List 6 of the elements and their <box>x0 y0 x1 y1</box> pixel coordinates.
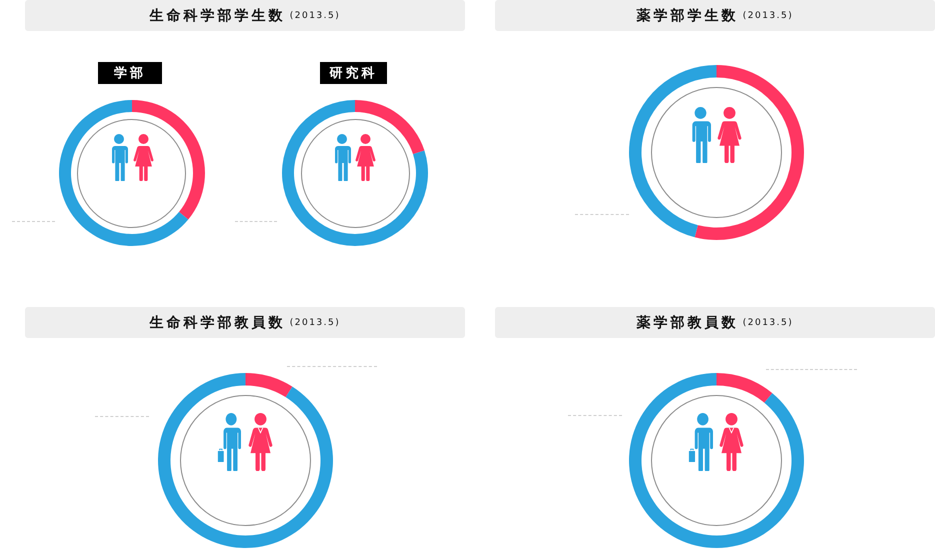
chart-title: 生命科学部教員数 (2013.5) <box>150 314 340 332</box>
chart-title: 薬学部学生数 (2013.5) <box>636 6 794 24</box>
text: 生命科学部学生数 (2013.5) <box>150 6 340 24</box>
chart-title: 薬学部教員数 (2013.5) <box>636 314 794 332</box>
chart-subtitle: 学部 <box>98 62 162 84</box>
chart-subtitle: 研究科 <box>320 62 387 84</box>
